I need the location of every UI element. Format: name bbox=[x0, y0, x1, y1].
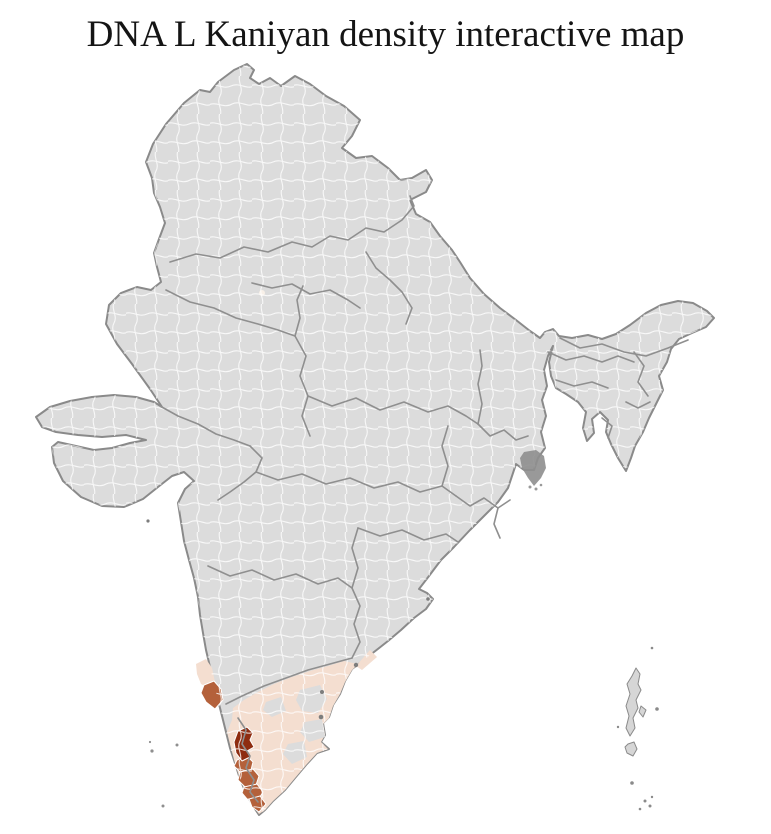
enclave-markers bbox=[146, 519, 430, 720]
lakshadweep-islands bbox=[148, 740, 179, 808]
page-title: DNA L Kaniyan density interactive map bbox=[86, 14, 685, 55]
island[interactable] bbox=[624, 741, 638, 757]
delta-feature bbox=[520, 450, 546, 491]
low-density-coastal-northeast[interactable] bbox=[356, 650, 377, 670]
island[interactable] bbox=[638, 705, 647, 718]
small-island-dots bbox=[616, 646, 659, 811]
state-borders bbox=[159, 195, 689, 803]
island[interactable] bbox=[625, 667, 642, 737]
andaman-nicobar-islands[interactable] bbox=[624, 667, 647, 757]
district-mesh-overlay bbox=[36, 64, 714, 815]
